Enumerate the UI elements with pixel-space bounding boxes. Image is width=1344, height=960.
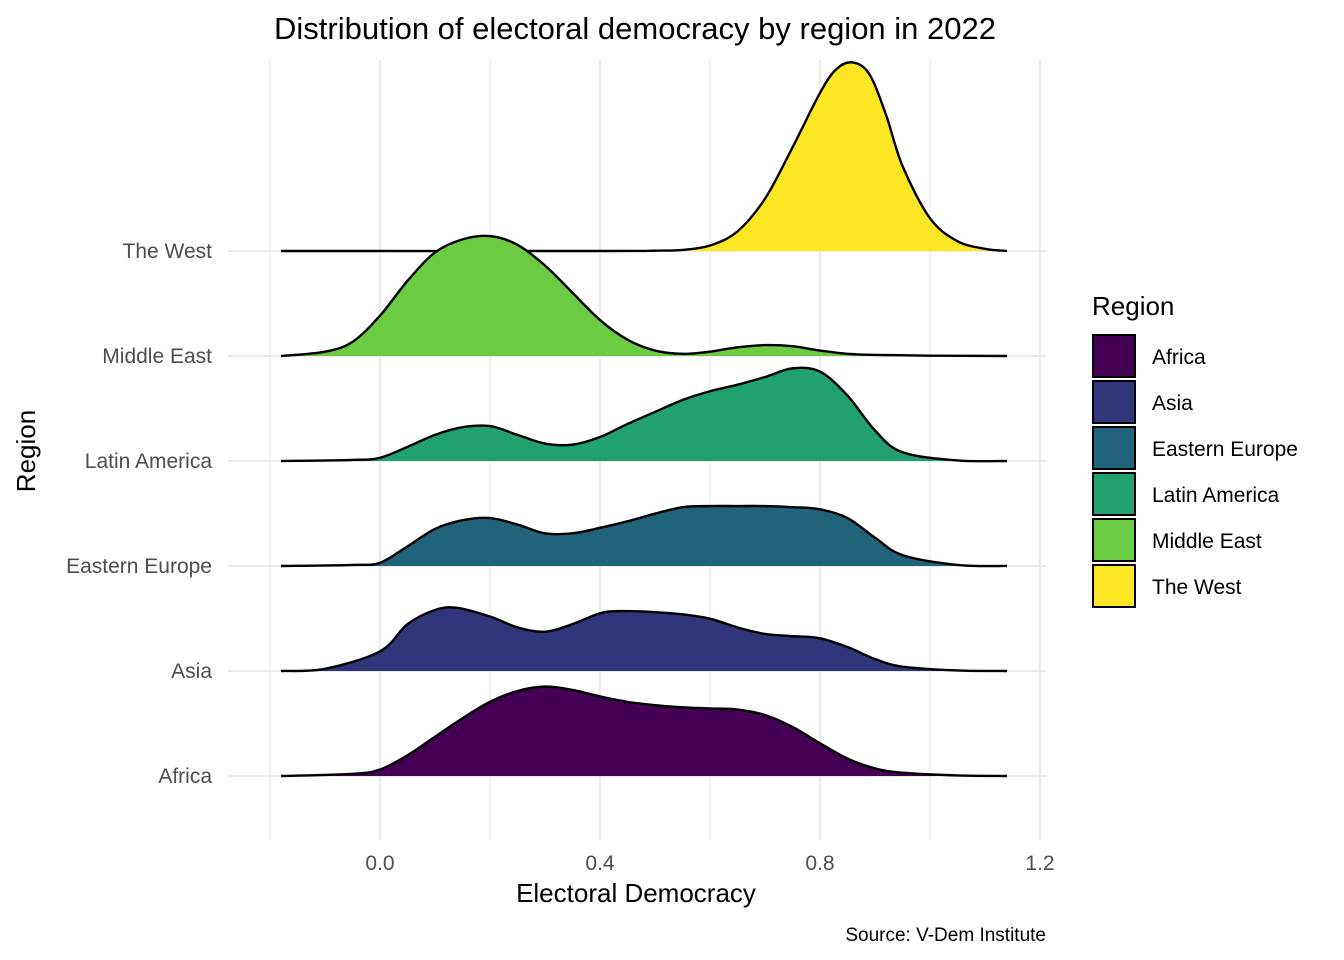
legend-label-africa: Africa: [1152, 346, 1206, 369]
legend-label-middle-east: Middle East: [1152, 530, 1262, 553]
legend-label-asia: Asia: [1152, 392, 1193, 415]
legend: Region Africa Asia Eastern Europe Latin Ame…: [1092, 291, 1298, 608]
ridge-outline-eastern-europe: [280, 504, 1008, 568]
ridge-fill-latin-america: [281, 367, 1007, 462]
legend-swatch-middle-east: [1092, 518, 1136, 562]
legend-swatch-latin-america: [1092, 472, 1136, 516]
y-axis-title: Region: [11, 410, 41, 492]
x-tick-label: 0.8: [805, 852, 834, 875]
legend-item-asia: Asia: [1092, 380, 1193, 424]
legend-swatch-asia: [1092, 380, 1136, 424]
ridge-outline-asia: [280, 606, 1008, 673]
legend-swatch-eastern-europe: [1092, 426, 1136, 470]
y-tick-label-latin-america: Latin America: [85, 450, 213, 473]
ridge-eastern-europe: [280, 504, 1008, 568]
x-axis-tick-labels: 0.0 0.4 0.8 1.2: [365, 852, 1054, 875]
ridge-outline-latin-america: [280, 366, 1008, 463]
y-tick-label-the-west: The West: [123, 240, 213, 263]
y-tick-label-asia: Asia: [171, 660, 212, 683]
legend-swatch-africa: [1092, 334, 1136, 378]
ridge-asia: [280, 606, 1008, 673]
ridge-africa: [280, 685, 1008, 778]
y-tick-label-africa: Africa: [158, 765, 212, 788]
legend-item-latin-america: Latin America: [1092, 472, 1280, 516]
legend-item-middle-east: Middle East: [1092, 518, 1262, 562]
ridge-the-west: [280, 61, 1008, 253]
y-axis-tick-labels: The West Middle East Latin America Eastern …: [66, 240, 212, 788]
x-axis-title: Electoral Democracy: [516, 878, 756, 908]
ridge-outline-middle-east: [280, 234, 1008, 358]
caption: Source: V-Dem Institute: [845, 925, 1046, 946]
legend-title: Region: [1092, 291, 1174, 321]
legend-item-the-west: The West: [1092, 564, 1242, 608]
ridge-middle-east: [280, 234, 1008, 358]
legend-item-eastern-europe: Eastern Europe: [1092, 426, 1298, 470]
ridges: [280, 61, 1008, 778]
y-tick-label-middle-east: Middle East: [102, 345, 212, 368]
x-tick-label: 1.2: [1025, 852, 1054, 875]
legend-items: Africa Asia Eastern Europe Latin America Mid…: [1092, 334, 1298, 608]
ridge-outline-africa: [280, 685, 1008, 778]
ridge-fill-asia: [281, 607, 1007, 672]
ridge-latin-america: [280, 366, 1008, 463]
y-tick-label-eastern-europe: Eastern Europe: [66, 555, 212, 578]
legend-label-eastern-europe: Eastern Europe: [1152, 438, 1298, 461]
legend-label-latin-america: Latin America: [1152, 484, 1280, 507]
x-tick-label: 0.4: [585, 852, 615, 875]
chart-title: Distribution of electoral democracy by r…: [274, 11, 996, 46]
legend-item-africa: Africa: [1092, 334, 1206, 378]
ridge-fill-africa: [281, 686, 1007, 776]
x-tick-label: 0.0: [365, 852, 394, 875]
ridge-outline-the-west: [280, 61, 1008, 253]
legend-label-the-west: The West: [1152, 576, 1242, 599]
ridge-fill-middle-east: [281, 235, 1007, 356]
legend-swatch-the-west: [1092, 564, 1136, 608]
ridge-fill-the-west: [281, 62, 1007, 252]
